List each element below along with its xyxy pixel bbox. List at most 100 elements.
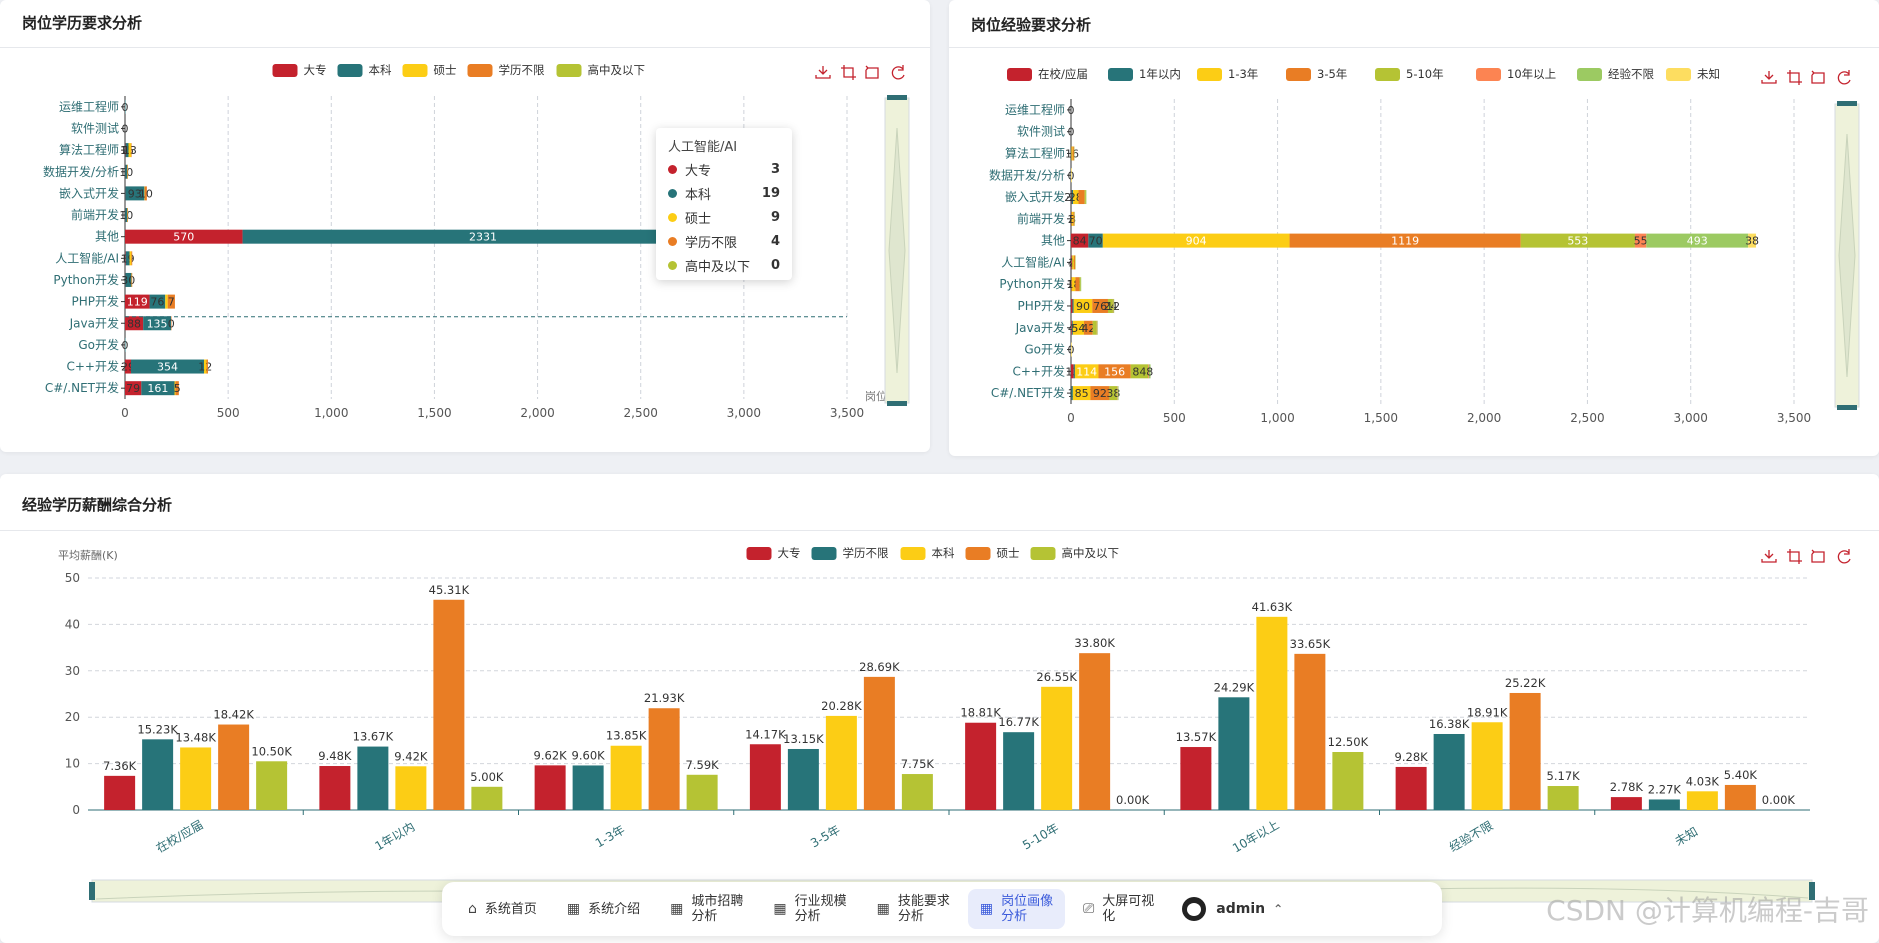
edu-crop-icon[interactable] <box>841 65 856 80</box>
exp-zoom-slider[interactable] <box>1834 101 1860 410</box>
y-tick-label: 数据开发/分析 <box>43 164 119 179</box>
bar-data-label: 9.28K <box>1395 750 1429 764</box>
edu-legend-item[interactable]: 大专 <box>272 63 327 77</box>
nav-item[interactable]: ▦ 岗位画像分析 <box>967 889 1066 929</box>
salary-refresh-icon[interactable] <box>1837 549 1851 564</box>
nav-item[interactable]: ▦ 系统介绍 <box>555 889 652 929</box>
bar-data-label: 33.80K <box>1074 636 1115 650</box>
salary-legend-item[interactable]: 大专 <box>746 546 801 560</box>
x-tick-label: 10年以上 <box>1230 818 1281 856</box>
salary-download-icon[interactable] <box>1761 550 1777 563</box>
salary-legend-item[interactable]: 硕士 <box>965 546 1020 560</box>
bar-data-label: 7.75K <box>901 757 935 771</box>
bar-label: 38 <box>1745 235 1759 248</box>
bar <box>1332 752 1364 810</box>
watermark: CSDN @计算机编程-吉哥 <box>1546 894 1869 927</box>
bar-segment <box>1071 211 1074 226</box>
bar-label: 38 <box>1106 387 1120 400</box>
salary-legend-item[interactable]: 本科 <box>900 546 955 560</box>
exp-legend-item[interactable]: 在校/应届 <box>1007 67 1088 81</box>
bar <box>1256 616 1288 810</box>
exp-download-icon[interactable] <box>1761 71 1777 84</box>
edu-refresh-icon[interactable] <box>891 65 905 80</box>
edu-download-icon[interactable] <box>815 66 831 79</box>
exp-legend-item[interactable]: 经验不限 <box>1577 67 1654 81</box>
tooltip-dot <box>668 164 677 174</box>
bar-label: 93 <box>128 187 142 200</box>
bar-label: 76 <box>150 296 164 309</box>
bar-segment <box>143 316 172 331</box>
bar <box>471 786 503 810</box>
tooltip-dot <box>668 260 677 270</box>
edu-legend-item[interactable]: 高中及以下 <box>556 63 646 77</box>
bar-label: 904 <box>1186 235 1207 248</box>
edu-legend-item[interactable]: 学历不限 <box>467 63 545 77</box>
bar <box>1648 799 1680 810</box>
legend-swatch <box>1666 68 1691 81</box>
nav-item[interactable]: ⌂ 系统首页 <box>456 889 549 929</box>
exp-legend-item[interactable]: 10年以上 <box>1476 67 1556 81</box>
bar-segment <box>1074 211 1075 226</box>
bar-label: 0 <box>168 317 175 330</box>
y-tick-label: 运维工程师 <box>59 99 119 114</box>
bar-segment <box>125 229 243 244</box>
salary-legend-item[interactable]: 高中及以下 <box>1030 546 1120 560</box>
exp-legend-item[interactable]: 1-3年 <box>1197 67 1258 81</box>
bar <box>1294 653 1326 810</box>
bar-segment <box>1071 168 1072 183</box>
x-tick-label: 1-3年 <box>593 823 627 851</box>
bar-segment <box>1102 233 1290 248</box>
edu-undo-icon[interactable] <box>865 65 879 79</box>
bar-segment <box>1148 364 1151 379</box>
exp-legend-item[interactable]: 3-5年 <box>1286 67 1347 81</box>
x-tick-label: 500 <box>217 406 240 420</box>
nav-item[interactable]: ⎚ 大屏可视化 <box>1071 889 1166 929</box>
grid-icon: ▦ <box>773 901 787 917</box>
nav-item[interactable]: ▦ 技能要求分析 <box>865 889 962 929</box>
nav-item[interactable]: ▦ 行业规模分析 <box>761 889 858 929</box>
bar-data-label: 20.28K <box>821 699 862 713</box>
edu-card-title: 岗位学历要求分析 <box>22 14 143 32</box>
exp-legend-item[interactable]: 1年以内 <box>1108 67 1181 81</box>
salary-undo-icon[interactable] <box>1811 549 1825 563</box>
exp-legend-item[interactable]: 未知 <box>1666 67 1720 81</box>
edu-zoom-slider[interactable] <box>884 95 910 406</box>
bar-segment <box>1071 255 1072 270</box>
nav-item[interactable]: ▦ 城市招聘分析 <box>658 889 755 929</box>
tooltip-row: 高中及以下 0 <box>668 253 780 277</box>
bar-label: 0 <box>1068 104 1075 117</box>
bar-segment <box>1073 364 1075 379</box>
bar-segment <box>1071 320 1072 335</box>
bar-label: 1 <box>122 209 129 222</box>
legend-label: 1-3年 <box>1228 67 1258 81</box>
bar-segment <box>1072 255 1074 270</box>
bar-segment <box>1520 233 1635 248</box>
tooltip-series-value: 3 <box>770 161 780 177</box>
bar-segment <box>1092 320 1097 335</box>
bar <box>1180 747 1212 810</box>
y-tick-label: Java开发 <box>1015 320 1065 335</box>
bar <box>319 766 351 810</box>
bar <box>1724 784 1756 810</box>
bar <box>648 708 680 810</box>
legend-label: 经验不限 <box>1608 67 1654 81</box>
user-menu[interactable]: admin ⌃ <box>1182 897 1283 921</box>
bar-label: 12 <box>198 361 212 374</box>
exp-undo-icon[interactable] <box>1811 70 1825 84</box>
edu-legend-item[interactable]: 硕士 <box>402 63 457 77</box>
salary-legend-item[interactable]: 学历不限 <box>811 546 889 560</box>
edu-legend-item[interactable]: 本科 <box>337 63 392 77</box>
bar-segment <box>1072 298 1074 313</box>
exp-legend-item[interactable]: 5-10年 <box>1375 67 1444 81</box>
exp-refresh-icon[interactable] <box>1837 70 1851 85</box>
exp-crop-icon[interactable] <box>1787 70 1802 85</box>
bar-segment <box>1071 233 1089 248</box>
salary-crop-icon[interactable] <box>1787 549 1802 564</box>
bar-label: 92 <box>1093 387 1107 400</box>
bar <box>180 747 212 810</box>
x-tick-label: 1,500 <box>1364 411 1398 425</box>
bar-segment <box>1130 364 1149 379</box>
bar-segment <box>1097 320 1098 335</box>
nav-item-label: 城市招聘分析 <box>691 894 744 924</box>
nav-item-label: 技能要求分析 <box>897 894 950 924</box>
